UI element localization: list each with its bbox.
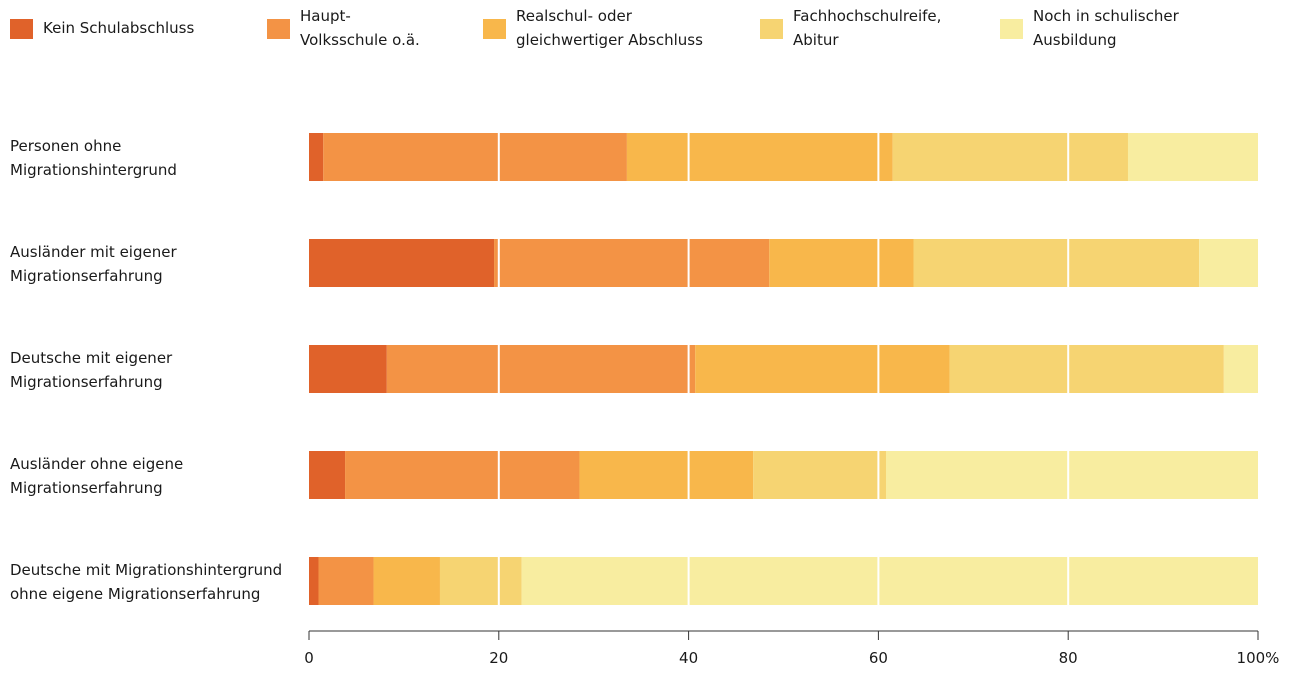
bar-segment-haupt-volksschule-o-ä [323,133,627,181]
bar-segment-noch-in-schulischer-ausbildung [521,557,1258,605]
category-label: Ausländer mit eigener [10,243,177,261]
legend-label: gleichwertiger Abschluss [516,31,703,49]
legend-swatch [10,19,33,39]
bars [309,133,1258,605]
category-label: Deutsche mit eigener [10,349,173,367]
bar-segment-fachhochschulreife-abitur [753,451,886,499]
bar-segment-fachhochschulreife-abitur [892,133,1128,181]
bar-segment-haupt-volksschule-o-ä [318,557,374,605]
bar-segment-realschul-oder-gleichwertiger-abschluss [579,451,754,499]
bar-segment-kein-schulabschluss [309,239,495,287]
legend-item-1: Kein Schulabschluss [10,19,194,39]
bar-segment-fachhochschulreife-abitur [949,345,1224,393]
bar-segment-haupt-volksschule-o-ä [494,239,770,287]
bar-segment-realschul-oder-gleichwertiger-abschluss [373,557,440,605]
bar-segment-kein-schulabschluss [309,557,319,605]
x-tick-label: 60 [869,649,888,667]
category-label: Migrationserfahrung [10,479,163,497]
x-tick-label: 0 [304,649,314,667]
x-tick-label: 40 [679,649,698,667]
legend-item-4: Fachhochschulreife, Abitur [760,7,941,49]
category-label: Ausländer ohne eigene [10,455,183,473]
legend-item-2: Haupt- Volksschule o.ä. [267,7,420,49]
legend-swatch [1000,19,1023,39]
bar-segment-haupt-volksschule-o-ä [386,345,696,393]
category-label: ohne eigene Migrationserfahrung [10,585,260,603]
legend-swatch [483,19,506,39]
x-axis: 0 20 40 60 80 100% [304,630,1280,667]
legend-label: Kein Schulabschluss [43,19,194,37]
legend-label: Ausbildung [1033,31,1117,49]
category-label: Deutsche mit Migrationshintergrund [10,561,282,579]
bar-segment-kein-schulabschluss [309,133,324,181]
category-labels: Personen ohne Migrationshintergrund Auslän… [10,137,282,603]
bar-segment-haupt-volksschule-o-ä [345,451,580,499]
bar-segment-fachhochschulreife-abitur [913,239,1200,287]
bar-segment-realschul-oder-gleichwertiger-abschluss [769,239,914,287]
bar-segment-noch-in-schulischer-ausbildung [1223,345,1258,393]
legend-label: Haupt- [300,7,351,25]
legend-label: Volksschule o.ä. [300,31,420,49]
legend-swatch [267,19,290,39]
legend-label: Realschul- oder [516,7,633,25]
gridlines [497,118,1070,620]
category-label: Personen ohne [10,137,121,155]
bar-segment-realschul-oder-gleichwertiger-abschluss [626,133,893,181]
bar-segment-realschul-oder-gleichwertiger-abschluss [695,345,950,393]
bar-segment-fachhochschulreife-abitur [439,557,522,605]
legend: Kein Schulabschluss Haupt- Volksschule o.ä… [10,7,1180,49]
bar-segment-kein-schulabschluss [309,345,387,393]
x-tick-label: 80 [1059,649,1078,667]
x-tick-label: 100% [1237,649,1280,667]
legend-label: Noch in schulischer [1033,7,1180,25]
bar-segment-noch-in-schulischer-ausbildung [885,451,1258,499]
legend-item-3: Realschul- oder gleichwertiger Abschluss [483,7,703,49]
legend-item-5: Noch in schulischer Ausbildung [1000,7,1180,49]
category-label: Migrationserfahrung [10,267,163,285]
legend-label: Fachhochschulreife, [793,7,941,25]
category-label: Migrationshintergrund [10,161,177,179]
x-tick-label: 20 [489,649,508,667]
category-label: Migrationserfahrung [10,373,163,391]
legend-label: Abitur [793,31,839,49]
legend-swatch [760,19,783,39]
bar-segment-kein-schulabschluss [309,451,346,499]
bar-segment-noch-in-schulischer-ausbildung [1127,133,1258,181]
bar-segment-noch-in-schulischer-ausbildung [1199,239,1258,287]
